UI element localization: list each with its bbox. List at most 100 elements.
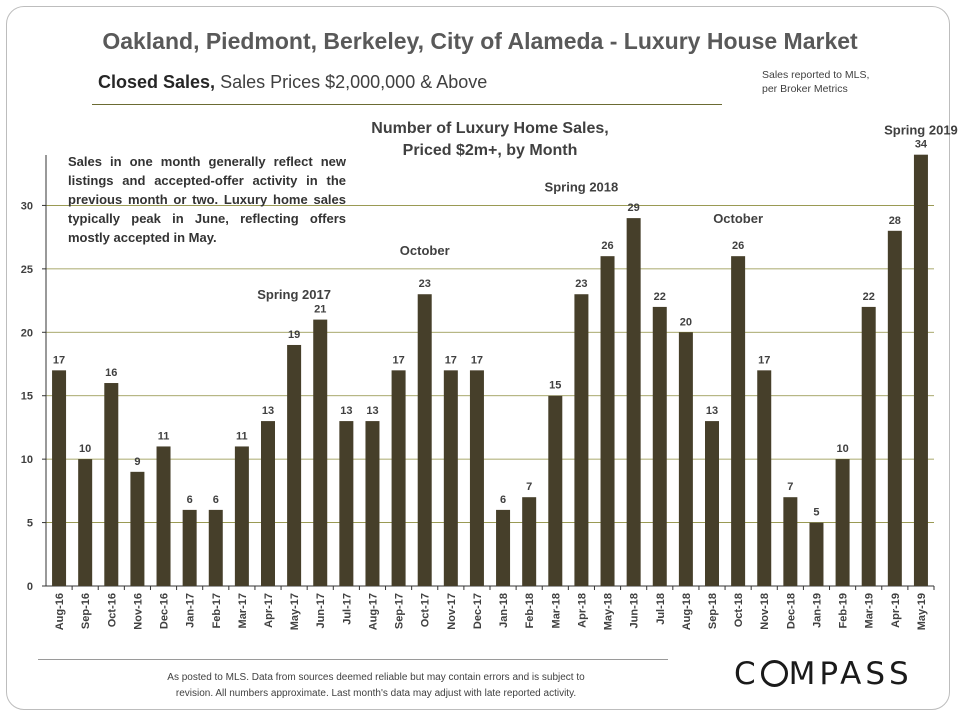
data-label: 17 bbox=[392, 354, 404, 366]
data-label: 11 bbox=[158, 430, 170, 442]
x-tick-label: Nov-17 bbox=[446, 593, 458, 630]
x-tick-label: Apr-19 bbox=[890, 593, 902, 628]
y-tick-label: 10 bbox=[21, 454, 33, 466]
y-tick-label: 0 bbox=[27, 581, 33, 593]
x-tick-label: May-17 bbox=[289, 593, 301, 630]
y-tick-label: 15 bbox=[21, 391, 33, 403]
x-tick-label: Jul-17 bbox=[341, 593, 353, 625]
x-tick-label: Apr-18 bbox=[576, 593, 588, 628]
x-tick-label: Nov-18 bbox=[759, 593, 771, 630]
x-tick-label: Feb-18 bbox=[524, 593, 536, 628]
bar-Jan-18 bbox=[496, 509, 511, 586]
bar-Jul-17 bbox=[339, 421, 354, 586]
data-label: 13 bbox=[340, 405, 352, 417]
data-label: 16 bbox=[105, 367, 117, 379]
data-label: 11 bbox=[236, 430, 248, 442]
bar-Aug-17 bbox=[365, 421, 380, 586]
x-tick-label: Nov-16 bbox=[132, 593, 144, 630]
data-label: 22 bbox=[863, 291, 875, 303]
data-label: 13 bbox=[706, 405, 718, 417]
bar-Jan-19 bbox=[809, 522, 824, 586]
data-label: 19 bbox=[288, 329, 300, 341]
y-tick-label: 25 bbox=[21, 264, 33, 276]
bar-Jul-18 bbox=[652, 306, 667, 586]
x-tick-label: Oct-18 bbox=[733, 593, 745, 627]
x-tick-label: Sep-18 bbox=[707, 593, 719, 629]
x-tick-label: Apr-17 bbox=[263, 593, 275, 628]
bar-Apr-19 bbox=[887, 230, 902, 587]
x-tick-label: Sep-17 bbox=[394, 593, 406, 629]
x-tick-label: Jan-18 bbox=[498, 593, 510, 628]
data-label: 7 bbox=[526, 481, 532, 493]
data-label: 9 bbox=[134, 456, 140, 468]
data-label: 17 bbox=[53, 354, 65, 366]
x-tick-label: Jan-17 bbox=[185, 593, 197, 628]
x-tick-label: Oct-16 bbox=[106, 593, 118, 627]
data-label: 21 bbox=[314, 304, 326, 316]
x-tick-label: Dec-17 bbox=[472, 593, 484, 629]
data-label: 26 bbox=[732, 240, 744, 252]
data-label: 10 bbox=[836, 443, 848, 455]
bar-Nov-18 bbox=[757, 370, 772, 586]
bar-May-18 bbox=[600, 256, 615, 586]
bar-Dec-17 bbox=[469, 370, 484, 586]
bar-Oct-18 bbox=[731, 256, 746, 586]
data-label: 34 bbox=[915, 139, 928, 151]
chart-title: Number of Luxury Home Sales, Priced $2m+… bbox=[350, 118, 630, 162]
bar-Apr-18 bbox=[574, 294, 589, 586]
x-tick-label: Aug-17 bbox=[367, 593, 379, 630]
chart-title-line-2: Priced $2m+, by Month bbox=[402, 142, 578, 159]
slide-frame bbox=[6, 6, 950, 710]
chart-annotation: Spring 2019 bbox=[884, 122, 958, 137]
subtitle-rest: Sales Prices $2,000,000 & Above bbox=[220, 72, 488, 92]
x-tick-label: Feb-19 bbox=[838, 593, 850, 628]
data-label: 10 bbox=[79, 443, 91, 455]
page-subtitle: Closed Sales, Sales Prices $2,000,000 & … bbox=[98, 72, 487, 93]
x-tick-label: Feb-17 bbox=[211, 593, 223, 628]
y-tick-label: 20 bbox=[21, 327, 33, 339]
compass-logo: C MPASS bbox=[734, 656, 913, 692]
source-note-line-1: Sales reported to MLS, bbox=[762, 69, 870, 81]
bar-Nov-16 bbox=[130, 471, 145, 586]
x-tick-label: Aug-16 bbox=[54, 593, 66, 630]
bar-Jun-18 bbox=[626, 218, 641, 586]
bar-Nov-17 bbox=[443, 370, 458, 586]
data-label: 23 bbox=[575, 278, 587, 290]
bar-Jun-17 bbox=[313, 319, 328, 586]
footnote-line-1: As posted to MLS. Data from sources deem… bbox=[167, 672, 585, 683]
bar-Feb-18 bbox=[522, 497, 537, 586]
data-label: 6 bbox=[187, 494, 193, 506]
bar-Oct-17 bbox=[417, 294, 432, 586]
data-label: 17 bbox=[471, 354, 483, 366]
x-tick-label: May-18 bbox=[603, 593, 615, 630]
chart-title-line-1: Number of Luxury Home Sales, bbox=[371, 120, 609, 137]
data-label: 5 bbox=[813, 507, 819, 519]
footer-divider bbox=[38, 659, 668, 660]
chart-annotation: October bbox=[400, 243, 450, 258]
y-tick-label: 30 bbox=[21, 200, 33, 212]
data-label: 28 bbox=[889, 215, 901, 227]
bar-Sep-16 bbox=[78, 459, 93, 586]
x-tick-label: Jun-18 bbox=[629, 593, 641, 628]
x-tick-label: Oct-17 bbox=[420, 593, 432, 627]
data-label: 15 bbox=[549, 380, 561, 392]
bar-Dec-18 bbox=[783, 497, 798, 586]
source-note: Sales reported to MLS, per Broker Metric… bbox=[762, 68, 869, 96]
bar-Aug-16 bbox=[52, 370, 67, 586]
bar-Sep-17 bbox=[391, 370, 406, 586]
x-tick-label: May-19 bbox=[916, 593, 928, 630]
bar-Apr-17 bbox=[261, 421, 275, 586]
bar-Mar-17 bbox=[234, 446, 249, 586]
data-label: 7 bbox=[787, 481, 793, 493]
title-divider bbox=[92, 104, 722, 105]
x-tick-label: Jul-18 bbox=[655, 593, 667, 625]
y-tick-label: 5 bbox=[27, 518, 33, 530]
bar-May-17 bbox=[287, 344, 302, 586]
data-label: 22 bbox=[654, 291, 666, 303]
bar-May-19 bbox=[913, 154, 928, 586]
subtitle-bold: Closed Sales, bbox=[98, 72, 216, 92]
x-tick-label: Jun-17 bbox=[315, 593, 327, 628]
data-label: 13 bbox=[262, 405, 274, 417]
data-label: 6 bbox=[213, 494, 219, 506]
